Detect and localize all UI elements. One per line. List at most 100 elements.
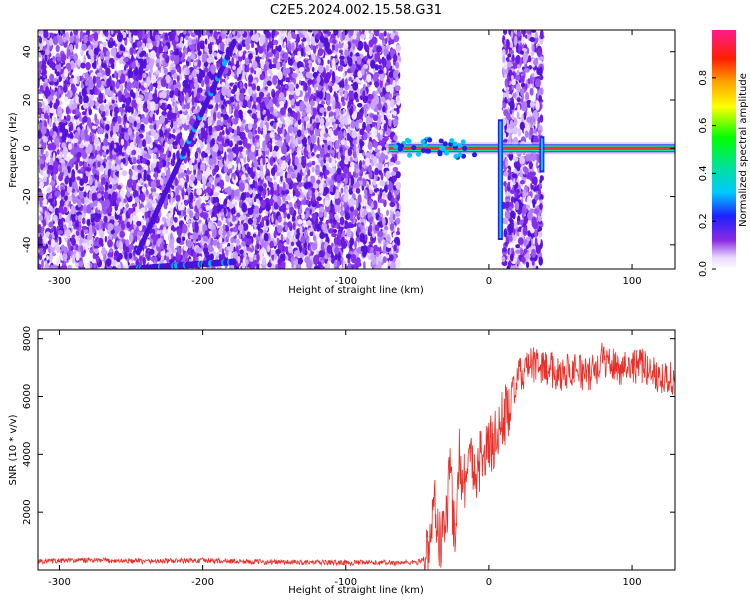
noise-cell (163, 243, 167, 250)
noise-cell (344, 89, 347, 99)
noise-cell (242, 257, 246, 265)
noise-cell (56, 242, 59, 251)
noise-cell (197, 55, 201, 60)
noise-cell (78, 214, 82, 223)
noise-cell (71, 143, 74, 150)
noise-cell (317, 192, 321, 197)
noise-cell (273, 48, 276, 55)
noise-cell (80, 51, 84, 56)
noise-cell (330, 118, 336, 123)
spectrogram-heatmap (38, 30, 675, 269)
noise-cell (280, 107, 286, 116)
noise-cell (131, 203, 137, 209)
noise-cell (237, 224, 244, 232)
noise-cell (134, 110, 137, 116)
noise-cell (358, 149, 364, 154)
noise-cell (261, 256, 267, 266)
noise-cell (320, 100, 326, 105)
noise-cell (337, 42, 343, 49)
figure-title: C2E5.2024.002.15.58.G31 (270, 3, 442, 18)
noise-cell (339, 259, 342, 265)
noise-cell (261, 264, 266, 269)
noise-cell (135, 88, 139, 98)
noise-cell (273, 181, 278, 192)
noise-cell (119, 83, 124, 93)
noise-cell (365, 152, 371, 158)
noise-cell (351, 217, 354, 224)
noise-cell (260, 248, 266, 254)
noise-cell (261, 240, 265, 248)
noise-cell (253, 49, 256, 59)
noise-cell (294, 202, 297, 209)
noise-cell (348, 89, 355, 100)
noise-cell (342, 72, 346, 78)
noise-cell (263, 183, 267, 188)
noise-cell (38, 108, 42, 114)
noise-cell (305, 199, 310, 206)
noise-cell (41, 259, 44, 269)
noise-cell (105, 123, 110, 131)
noise-cell (232, 226, 238, 233)
noise-cell (85, 61, 91, 71)
noise-cell (165, 252, 172, 257)
noise-cell (246, 231, 251, 237)
noise-cell (311, 67, 315, 72)
noise-cell (256, 68, 261, 78)
noise-cell (60, 90, 64, 95)
noise-cell (292, 222, 296, 231)
noise-cell (91, 192, 97, 202)
noise-cell (276, 237, 280, 243)
noise-cell (191, 157, 195, 163)
noise-cell (65, 156, 71, 162)
noise-cell (214, 93, 221, 104)
noise-cell (64, 175, 69, 185)
noise-cell (243, 155, 247, 164)
noise-cell (357, 102, 363, 108)
noise-cell (133, 189, 139, 200)
noise-cell (56, 257, 61, 263)
noise-cell (395, 61, 400, 69)
noise-cell (276, 183, 280, 194)
noise-cell (149, 256, 156, 261)
noise-cell (88, 108, 93, 116)
noise-cell (77, 59, 81, 67)
noise-cell (355, 187, 361, 194)
noise-cell (245, 149, 249, 155)
noise-cell (392, 213, 396, 221)
noise-cell (287, 244, 293, 254)
noise-cell (251, 42, 255, 49)
noise-cell (96, 171, 100, 176)
noise-cell (189, 210, 194, 219)
noise-cell (257, 126, 261, 134)
noise-cell (183, 49, 188, 54)
noise-cell (386, 209, 389, 216)
noise-cell (132, 211, 137, 216)
noise-cell (81, 87, 87, 97)
noise-cell (396, 95, 400, 102)
noise-cell (179, 125, 183, 130)
noise-cell (385, 170, 391, 179)
noise-cell (71, 254, 76, 264)
noise-cell (58, 166, 63, 173)
noise-cell (232, 30, 236, 36)
noise-cell (310, 93, 314, 100)
noise-cell (162, 216, 166, 222)
noise-cell (75, 162, 79, 171)
noise-cell (314, 127, 320, 137)
noise-cell (67, 165, 71, 174)
noise-cell (384, 163, 388, 168)
noise-cell (262, 110, 266, 115)
noise-cell (72, 157, 77, 162)
noise-cell (125, 203, 130, 208)
noise-cell (179, 110, 183, 115)
noise-cell (133, 46, 136, 55)
noise-cell (94, 113, 98, 122)
noise-cell (166, 89, 170, 95)
noise-cell (78, 98, 83, 103)
noise-cell (325, 64, 330, 72)
noise-cell (80, 167, 84, 172)
noise-cell (395, 258, 401, 269)
noise-cell (340, 182, 344, 188)
noise-cell (181, 236, 186, 242)
